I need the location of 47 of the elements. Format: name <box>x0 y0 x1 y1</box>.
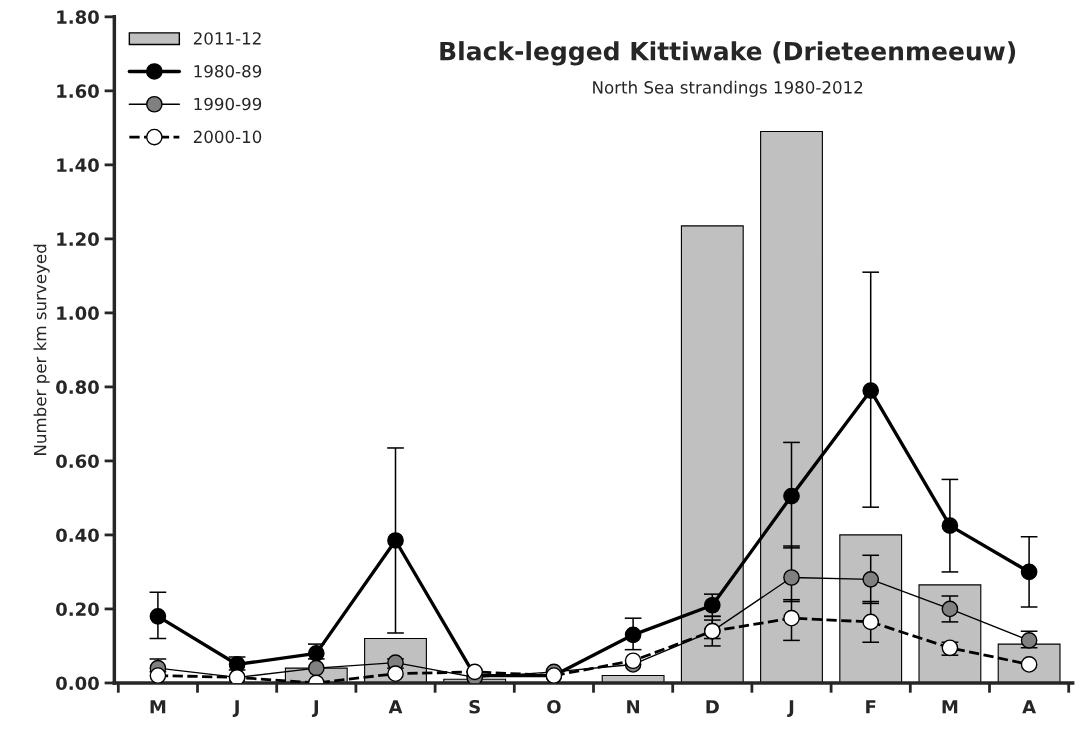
point <box>307 659 325 677</box>
point <box>783 569 800 586</box>
legend-label: 1980-89 <box>194 64 262 78</box>
y-tick-label: 0.60 <box>56 454 99 469</box>
y-tick-label: 1.00 <box>57 306 99 321</box>
text: Black-legged Kittiwake (Drieteenmeeuw) <box>440 41 1016 66</box>
y-tick-label: 1.20 <box>57 232 99 246</box>
point <box>149 608 167 625</box>
point <box>149 667 167 683</box>
point <box>624 652 642 670</box>
point <box>941 600 959 618</box>
x-tick-label: S <box>469 699 480 714</box>
point <box>1020 563 1038 581</box>
y-tick-label: 0.00 <box>56 676 99 691</box>
x-tick-label: N <box>627 700 639 714</box>
point <box>783 487 800 505</box>
point <box>703 596 721 614</box>
point <box>862 571 880 588</box>
point <box>387 532 404 549</box>
y-tick-label: 0.40 <box>56 528 99 543</box>
y-axis-title: Number per km surveyed <box>33 244 50 455</box>
x-tick-label: F <box>866 700 876 714</box>
y-tick-label: 0.80 <box>56 380 99 395</box>
text: North Sea strandings 1980-2012 <box>593 80 863 97</box>
point <box>941 517 959 535</box>
legend-label: 2011-12 <box>193 32 261 45</box>
x-tick-label: M <box>150 700 166 714</box>
point <box>624 626 642 644</box>
x-tick-label: A <box>388 700 403 714</box>
legend-label: 1990-99 <box>194 97 262 111</box>
point <box>862 613 880 631</box>
x-tick-label: J <box>311 700 318 717</box>
y-tick-label: 1.40 <box>57 158 99 172</box>
y-tick-label: 1.60 <box>57 84 99 98</box>
y-tick-label: 0.20 <box>56 602 99 617</box>
point <box>466 663 484 681</box>
x-tick-label: J <box>787 700 794 717</box>
x-tick-label: J <box>232 700 239 717</box>
point <box>387 665 404 683</box>
x-tick-label: D <box>706 700 719 714</box>
x-tick-label: M <box>942 700 958 714</box>
point <box>783 609 800 627</box>
x-tick-label: A <box>1022 700 1036 714</box>
x-tick-label: O <box>547 699 561 714</box>
point <box>862 382 880 399</box>
y-tick-label: 1.80 <box>57 10 99 24</box>
legend-label: 2000-10 <box>193 130 262 144</box>
